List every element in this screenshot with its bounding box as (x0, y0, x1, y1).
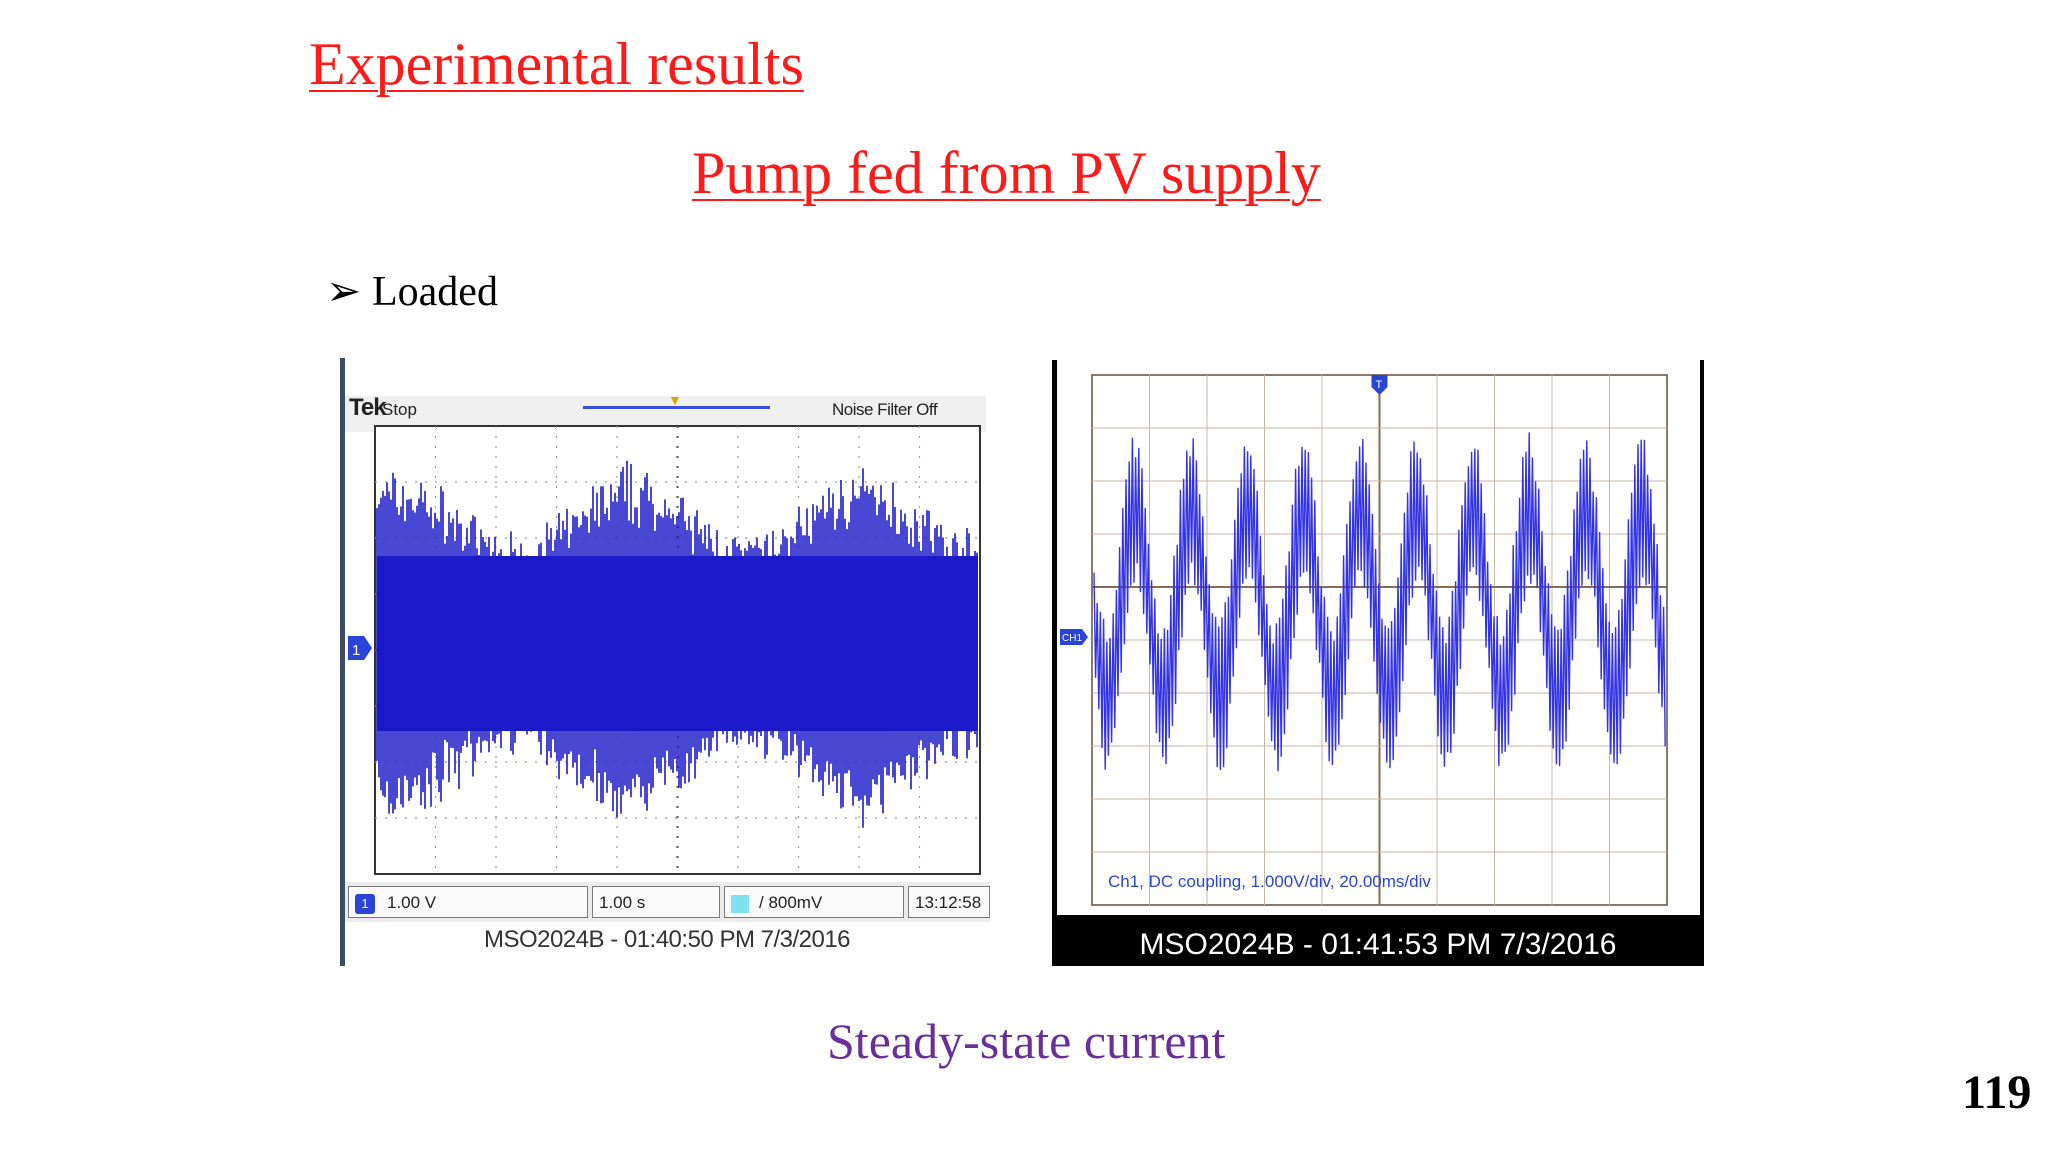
trigger-level-value: / 800mV (759, 893, 823, 912)
clock-readout: 13:12:58 (908, 886, 990, 918)
svg-text:1: 1 (352, 642, 360, 659)
trigger-marker-icon: T (1371, 375, 1388, 395)
figure-caption: Steady-state current (827, 1013, 1226, 1069)
bullet-item: ➢ Loaded (326, 266, 498, 316)
waveform-display-right: T CH1 (1060, 374, 1668, 906)
page-number: 119 (1962, 1066, 2032, 1119)
waveform-trace (1093, 432, 1666, 772)
channel-settings-info: Ch1, DC coupling, 1.000V/div, 20.00ms/di… (1108, 872, 1431, 891)
time-scale-readout: 1.00 s (592, 886, 720, 918)
record-position-bar (583, 406, 770, 409)
scope-brand: Tek (349, 394, 387, 421)
noise-filter-status: Noise Filter Off (832, 400, 938, 419)
time-scale-value: 1.00 s (599, 893, 646, 912)
trigger-source-icon (731, 894, 749, 913)
svg-text:CH1: CH1 (1062, 633, 1082, 644)
oscilloscope-capture-right: T CH1 Ch1, DC coupling, 1.000V/div, 20.00… (1052, 360, 1704, 966)
trigger-readout: / 800mV (724, 886, 904, 918)
channel-scale-readout: 1 1.00 V (348, 886, 588, 918)
clock-value: 13:12:58 (915, 893, 982, 912)
oscilloscope-capture-left: Tek Stop ▼ Noise Filter Off 1 1 1.00 V 1.… (340, 358, 994, 966)
acquisition-state: Stop (382, 400, 417, 419)
waveform-trace (376, 460, 978, 828)
bullet-text: Loaded (372, 269, 498, 315)
channel-1-marker-icon: 1 (348, 636, 372, 660)
slide-subtitle: Pump fed from PV supply (692, 140, 1321, 206)
channel-1-icon: 1 (355, 893, 375, 914)
channel-1-marker-icon: CH1 (1060, 629, 1088, 645)
capture-edge (340, 358, 345, 966)
capture-footer-right: MSO2024B - 01:41:53 PM 7/3/2016 (1139, 928, 1617, 961)
channel-scale-value: 1.00 V (387, 893, 437, 912)
trigger-position-icon: ▼ (668, 394, 682, 409)
waveform-display-left: 1 (348, 425, 981, 875)
capture-footer-left: MSO2024B - 01:40:50 PM 7/3/2016 (483, 926, 851, 953)
arrow-bullet-icon: ➢ (326, 269, 362, 315)
slide-title: Experimental results (309, 31, 804, 97)
svg-text:T: T (1376, 379, 1383, 391)
